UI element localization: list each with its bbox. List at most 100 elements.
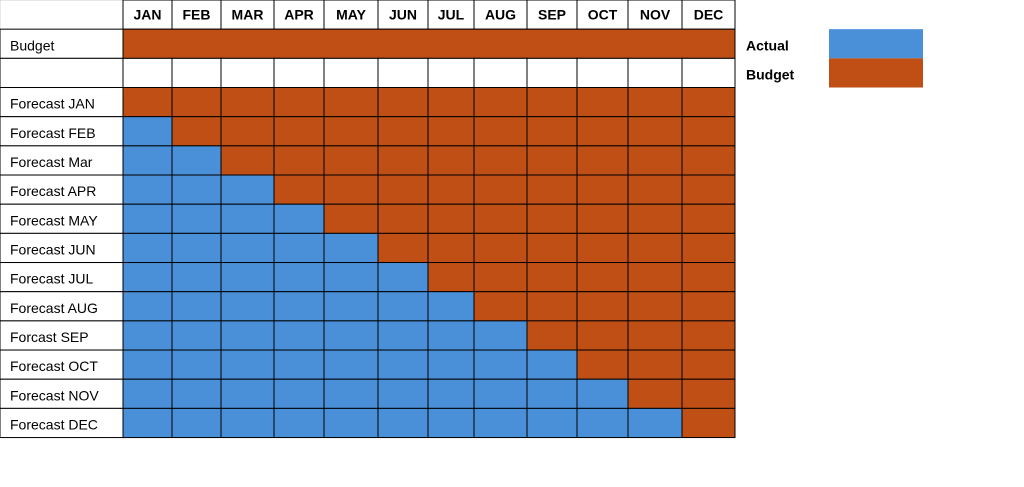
label-cell xyxy=(0,378,124,409)
blank-cell xyxy=(473,57,528,89)
month-header: DEC xyxy=(694,7,724,23)
month-cell xyxy=(681,349,736,380)
month-cell xyxy=(627,203,683,234)
month-cell xyxy=(220,232,275,264)
month-header: JUN xyxy=(389,7,417,23)
month-cell xyxy=(171,116,222,147)
label-cell xyxy=(0,262,124,293)
month-cell xyxy=(171,203,222,234)
row-label: Forecast FEB xyxy=(10,125,96,141)
month-cell xyxy=(576,116,629,147)
month-cell xyxy=(473,407,528,439)
month-cell xyxy=(427,349,475,380)
month-cell xyxy=(122,378,173,409)
month-cell xyxy=(681,203,736,234)
month-cell xyxy=(273,116,325,147)
month-cell xyxy=(377,262,429,293)
month-cell xyxy=(473,291,528,322)
month-cell xyxy=(427,378,475,409)
month-cell xyxy=(473,349,528,380)
month-cell xyxy=(627,378,683,409)
month-cell xyxy=(122,203,173,234)
month-cell xyxy=(323,116,379,147)
month-cell xyxy=(526,203,578,234)
month-cell xyxy=(377,378,429,409)
month-cell xyxy=(681,320,736,351)
blank-cell xyxy=(273,57,325,89)
month-cell xyxy=(427,320,475,351)
month-cell xyxy=(377,407,429,439)
label-cell xyxy=(0,116,124,147)
month-cell xyxy=(681,378,736,409)
month-cell xyxy=(220,174,275,205)
row-label: Forecast AUG xyxy=(10,300,98,316)
month-cell xyxy=(171,232,222,264)
month-cell xyxy=(473,232,528,264)
budget-bar xyxy=(122,28,736,59)
month-cell xyxy=(220,116,275,147)
month-cell xyxy=(526,145,578,176)
blank-cell xyxy=(681,57,736,89)
month-cell xyxy=(473,145,528,176)
row-label: Forecast NOV xyxy=(10,387,99,403)
month-cell xyxy=(427,87,475,118)
month-cell xyxy=(273,232,325,264)
month-cell xyxy=(171,262,222,293)
row-label: Forecast APR xyxy=(10,183,96,199)
month-cell xyxy=(627,349,683,380)
month-cell xyxy=(526,232,578,264)
month-cell xyxy=(273,87,325,118)
row-label: Budget xyxy=(10,37,54,53)
header-cell xyxy=(427,0,475,30)
month-cell xyxy=(576,320,629,351)
month-cell xyxy=(377,320,429,351)
month-cell xyxy=(323,174,379,205)
month-cell xyxy=(427,407,475,439)
blank-cell xyxy=(171,57,222,89)
label-cell xyxy=(0,320,124,351)
month-cell xyxy=(377,203,429,234)
month-cell xyxy=(526,407,578,439)
month-cell xyxy=(220,320,275,351)
legend-label: Budget xyxy=(746,67,795,83)
month-cell xyxy=(627,174,683,205)
month-cell xyxy=(681,87,736,118)
month-cell xyxy=(473,262,528,293)
month-cell xyxy=(576,145,629,176)
row-label: Forecast DEC xyxy=(10,417,98,433)
month-cell xyxy=(576,378,629,409)
month-cell xyxy=(171,174,222,205)
month-cell xyxy=(122,145,173,176)
month-cell xyxy=(323,262,379,293)
label-cell xyxy=(0,407,124,439)
month-cell xyxy=(473,378,528,409)
month-cell xyxy=(122,87,173,118)
month-cell xyxy=(323,203,379,234)
month-cell xyxy=(473,174,528,205)
month-cell xyxy=(377,349,429,380)
month-cell xyxy=(171,87,222,118)
month-cell xyxy=(273,262,325,293)
month-cell xyxy=(323,407,379,439)
month-cell xyxy=(377,232,429,264)
month-cell xyxy=(576,87,629,118)
month-cell xyxy=(473,87,528,118)
month-cell xyxy=(473,116,528,147)
month-cell xyxy=(171,291,222,322)
month-cell xyxy=(220,262,275,293)
month-cell xyxy=(323,87,379,118)
month-cell xyxy=(526,378,578,409)
month-header: NOV xyxy=(640,7,671,23)
blank-cell xyxy=(576,57,629,89)
month-cell xyxy=(427,291,475,322)
header-cell xyxy=(526,0,578,30)
month-header: JAN xyxy=(133,7,161,23)
month-header: MAY xyxy=(336,7,366,23)
blank-cell xyxy=(220,57,275,89)
row-label: Forecast JUL xyxy=(10,271,93,287)
header-cell xyxy=(681,0,736,30)
month-cell xyxy=(122,320,173,351)
month-header: JUL xyxy=(438,7,465,23)
month-cell xyxy=(427,203,475,234)
legend-label: Actual xyxy=(746,37,789,53)
